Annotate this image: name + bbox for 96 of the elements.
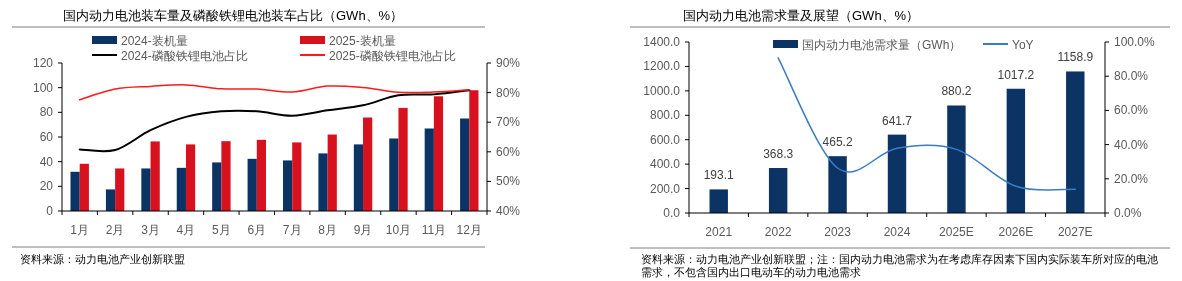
y2-tick-label: 50% xyxy=(496,174,521,189)
x-tick-label: 7月 xyxy=(282,223,302,237)
bar xyxy=(709,189,728,213)
bar xyxy=(141,168,151,211)
y2-tick-label: 80% xyxy=(496,85,521,100)
bar xyxy=(1006,88,1026,213)
bar xyxy=(768,168,788,213)
x-tick-label: 10月 xyxy=(385,223,412,237)
bar xyxy=(947,105,966,213)
x-tick-label: 2024 xyxy=(883,225,911,239)
bar xyxy=(247,158,257,211)
y2-tick-label: 60.0% xyxy=(1114,103,1149,118)
y2-tick-label: 40% xyxy=(496,204,521,218)
y-tick-label: 400.0 xyxy=(649,157,681,172)
y-tick-label: 40 xyxy=(39,154,54,169)
y2-tick-label: 40.0% xyxy=(1114,137,1149,152)
y-tick-label: 200.0 xyxy=(649,181,681,196)
bar xyxy=(318,153,328,211)
bar xyxy=(828,156,847,213)
chart-title: 国内动力电池装车量及磷酸铁锂电池装车占比（GWh、%） xyxy=(63,8,404,23)
x-tick-label: 2025E xyxy=(939,225,974,239)
data-label: 465.2 xyxy=(822,135,853,150)
x-tick-label: 2月 xyxy=(105,223,125,237)
y-tick-label: 80 xyxy=(39,105,54,120)
legend-label: 2024-装机量 xyxy=(121,34,188,48)
data-label: 1158.9 xyxy=(1057,50,1094,65)
y2-tick-label: 90% xyxy=(496,56,521,70)
data-label: 880.2 xyxy=(941,84,972,99)
x-tick-label: 4月 xyxy=(176,223,196,237)
bar xyxy=(327,134,337,211)
x-tick-label: 9月 xyxy=(353,223,373,237)
y-tick-label: 1000.0 xyxy=(643,83,681,98)
bar xyxy=(115,168,125,211)
y2-tick-label: 70% xyxy=(496,115,521,130)
bar xyxy=(185,144,196,211)
bar xyxy=(176,167,186,211)
x-tick-label: 8月 xyxy=(318,223,337,237)
bar xyxy=(469,90,479,211)
y-tick-label: 0.0 xyxy=(663,206,681,220)
y2-tick-label: 60% xyxy=(496,144,521,159)
data-label: 368.3 xyxy=(763,147,794,162)
x-tick-label: 2023 xyxy=(824,225,852,239)
y-tick-label: 600.0 xyxy=(649,132,681,147)
bar xyxy=(256,139,266,211)
y2-tick-label: 0.0% xyxy=(1114,206,1142,220)
text: 资料来源：动力电池产业创新联盟 xyxy=(20,253,185,265)
bar xyxy=(105,189,116,211)
line-series xyxy=(78,84,471,101)
bar xyxy=(460,118,470,211)
y-tick-label: 120 xyxy=(32,56,54,70)
y-tick-label: 100 xyxy=(32,80,54,95)
legend-label: 国内动力电池需求量（GWh） xyxy=(802,38,962,52)
x-tick-label: 2026E xyxy=(998,225,1034,239)
bar xyxy=(70,171,80,211)
y-tick-label: 20 xyxy=(39,179,54,194)
bar xyxy=(424,128,434,211)
x-tick-label: 3月 xyxy=(141,223,160,237)
legend-label: 2024-磷酸铁锂电池占比 xyxy=(121,49,248,63)
bar xyxy=(353,144,364,211)
x-tick-label: 12月 xyxy=(456,223,482,237)
y-tick-label: 60 xyxy=(39,130,54,144)
y2-tick-label: 20.0% xyxy=(1114,171,1149,186)
y2-tick-label: 100.0% xyxy=(1114,35,1156,49)
data-label: 1017.2 xyxy=(997,67,1035,82)
bar xyxy=(150,141,160,211)
legend-label: 2025-磷酸铁锂电池占比 xyxy=(329,49,456,63)
bar xyxy=(887,134,907,213)
x-tick-label: 11月 xyxy=(421,223,447,237)
text: 资料来源：动力电池产业创新联盟；注：国内动力电池需求为在考虑库存因素下国内实际装车所对应的电池需求，不包含国内出口电动车的动力电池需求 xyxy=(641,253,1158,278)
bar xyxy=(433,96,444,211)
bar xyxy=(79,163,89,211)
x-tick-label: 2022 xyxy=(764,225,792,239)
bar xyxy=(212,162,222,211)
data-label: 641.7 xyxy=(881,113,913,128)
bar xyxy=(1066,71,1085,213)
x-tick-label: 6月 xyxy=(247,223,267,237)
chart-title: 国内动力电池需求量及展望（GWh、%） xyxy=(683,8,920,23)
bar xyxy=(389,138,399,211)
y2-tick-label: 80.0% xyxy=(1114,69,1149,84)
bar xyxy=(283,160,293,211)
bar xyxy=(398,107,408,211)
x-tick-label: 1月 xyxy=(70,223,90,237)
bar xyxy=(221,141,231,211)
data-label: 193.1 xyxy=(703,168,735,183)
bar xyxy=(363,117,373,211)
line-series xyxy=(78,89,471,153)
legend-label: 2025-装机量 xyxy=(329,34,396,48)
y-tick-label: 800.0 xyxy=(649,108,681,123)
x-tick-label: 2027E xyxy=(1057,225,1093,239)
y-tick-label: 0 xyxy=(46,204,54,218)
x-tick-label: 5月 xyxy=(212,223,231,237)
y-tick-label: 1200.0 xyxy=(643,59,681,74)
x-tick-label: 2021 xyxy=(705,225,733,239)
y-tick-label: 1400.0 xyxy=(643,35,681,49)
legend-label: YoY xyxy=(1012,38,1034,52)
bar xyxy=(292,142,302,211)
